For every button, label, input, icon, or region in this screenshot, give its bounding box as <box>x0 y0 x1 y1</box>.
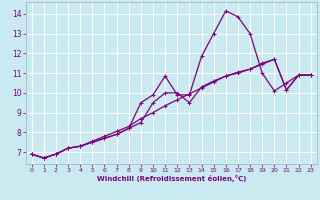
X-axis label: Windchill (Refroidissement éolien,°C): Windchill (Refroidissement éolien,°C) <box>97 175 246 182</box>
